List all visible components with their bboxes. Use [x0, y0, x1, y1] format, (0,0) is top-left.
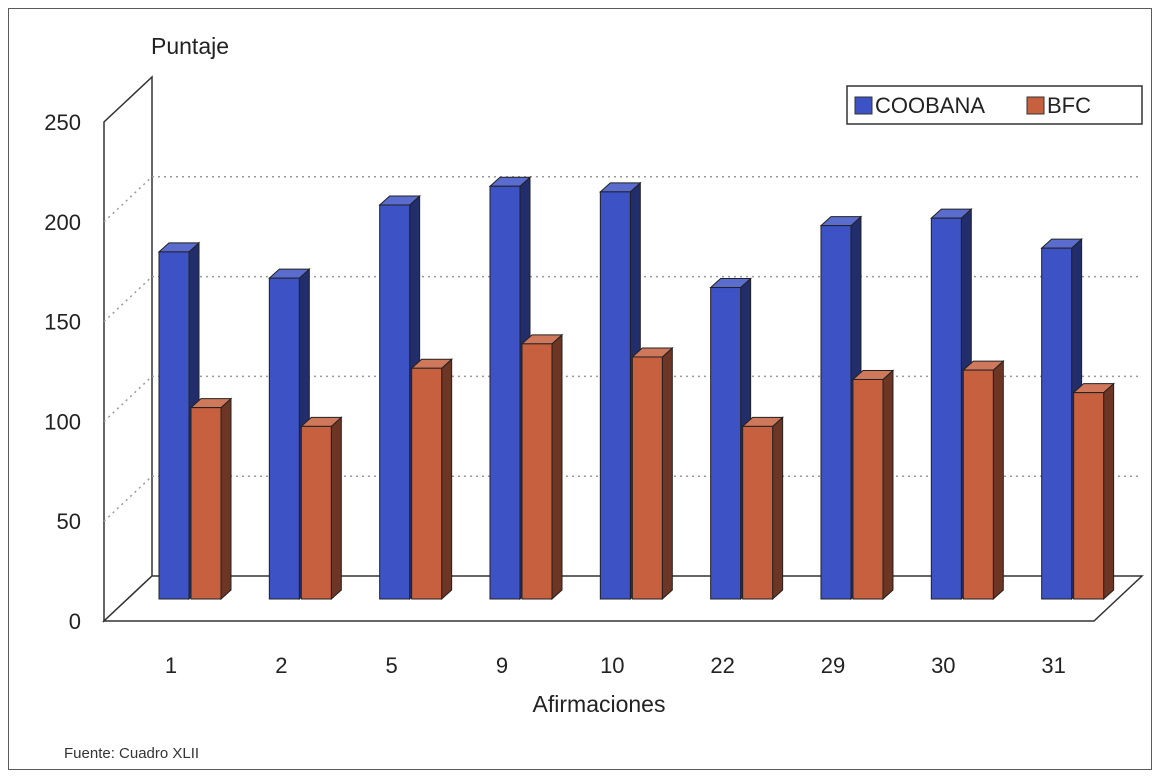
legend-swatch-bfc [1026, 96, 1045, 115]
legend: COOBANA BFC [846, 85, 1143, 125]
bar-chart: 0 50 100 150 200 250 1 2 5 9 10 22 29 30 31 Puntaje A… [44, 33, 1144, 762]
chart-frame: 0 50 100 150 200 250 1 2 5 9 10 22 29 30 31 Puntaje A… [8, 8, 1152, 770]
y-tick-label: 250 [44, 110, 81, 135]
legend-label-bfc: BFC [1047, 93, 1091, 118]
x-tick-label: 10 [600, 653, 624, 678]
bars [157, 176, 1115, 601]
x-tick-label: 9 [496, 653, 508, 678]
bar-bfc-22 [741, 416, 784, 601]
x-tick-label: 22 [710, 653, 734, 678]
bar-bfc-29 [851, 369, 895, 601]
x-tick-label: 5 [386, 653, 398, 678]
bar-bfc-2 [300, 416, 343, 601]
bar-bfc-10 [631, 346, 674, 601]
bar-bfc-31 [1072, 382, 1115, 601]
legend-box [846, 85, 1143, 125]
legend-label-coobana: COOBANA [875, 93, 985, 118]
y-tick-label: 200 [44, 210, 81, 235]
bar-coobana-9 [488, 176, 532, 601]
gridlines [103, 176, 1142, 522]
x-tick-label: 29 [821, 653, 845, 678]
bar-bfc-30 [962, 359, 1005, 601]
bar-bfc-5 [410, 358, 453, 601]
bar-bfc-1 [189, 397, 233, 601]
x-tick-label: 1 [165, 653, 177, 678]
x-tick-label: 2 [275, 653, 287, 678]
x-tick-labels: 1 2 5 9 10 22 29 30 31 [165, 653, 1066, 678]
y-tick-label: 50 [57, 509, 81, 534]
source-note: Fuente: Cuadro XLII [64, 745, 199, 762]
y-tick-label: 100 [44, 409, 81, 434]
x-tick-label: 31 [1041, 653, 1065, 678]
x-tick-label: 30 [931, 653, 955, 678]
y-tick-label: 0 [69, 609, 81, 634]
legend-swatch-coobana [854, 96, 873, 115]
bar-coobana-1 [157, 241, 201, 601]
bar-bfc-9 [520, 333, 564, 601]
x-axis-title: Afirmaciones [533, 691, 666, 717]
y-tick-labels: 0 50 100 150 200 250 [44, 110, 81, 634]
y-axis-title: Puntaje [151, 33, 229, 59]
y-tick-label: 150 [44, 310, 81, 335]
